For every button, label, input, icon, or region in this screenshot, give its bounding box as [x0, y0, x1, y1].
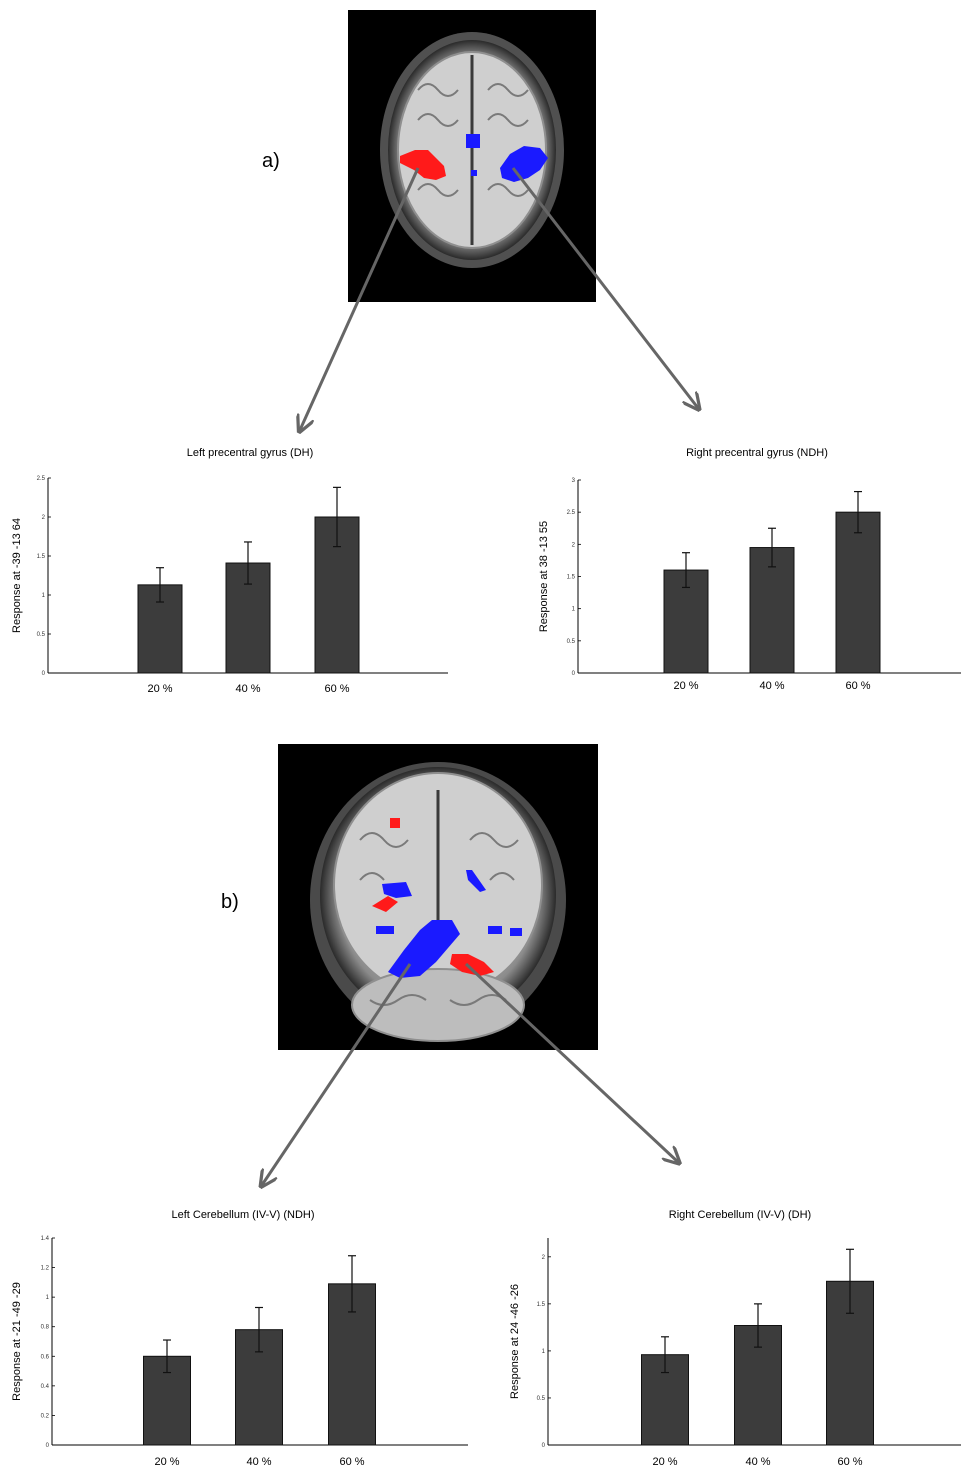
- y-tick-label: 1.5: [37, 554, 46, 560]
- category-label: 60 %: [837, 1456, 862, 1468]
- arrow-left-cerebellum: [262, 963, 412, 1185]
- activation-red-right-cerebellum: [450, 954, 494, 976]
- y-tick-label: 0: [542, 1443, 546, 1449]
- chart-4: Right Cerebellum (IV-V) (DH) Response at …: [509, 1209, 961, 1468]
- arrow-right-precentral: [511, 167, 698, 408]
- category-label: 40 %: [235, 683, 260, 695]
- axial-brain-scan: [348, 10, 596, 302]
- chart-3: Left Cerebellum (IV-V) (NDH) Response at …: [11, 1209, 468, 1468]
- y-tick-label: 0.8: [41, 1325, 50, 1331]
- y-tick-label: 0.5: [537, 1396, 546, 1402]
- y-tick-label: 0.6: [41, 1354, 50, 1360]
- y-tick-label: 1: [572, 607, 576, 613]
- y-tick-label: 2: [42, 515, 46, 521]
- y-tick-label: 0: [46, 1443, 50, 1449]
- activation-red-left-precentral: [400, 150, 446, 180]
- arrow-right-cerebellum: [464, 962, 678, 1162]
- chart-1: Left precentral gyrus (DH) Response at -3…: [11, 447, 448, 695]
- y-tick-label: 3: [572, 478, 576, 484]
- category-label: 60 %: [845, 680, 870, 692]
- bar: [835, 511, 881, 674]
- category-label: 60 %: [339, 1456, 364, 1468]
- y-axis-label: Response at 24 -46 -26: [509, 1284, 521, 1399]
- category-label: 20 %: [154, 1456, 179, 1468]
- y-tick-label: 0: [572, 671, 576, 677]
- y-tick-label: 0.2: [41, 1413, 50, 1419]
- coronal-brain-scan: [278, 744, 598, 1050]
- y-axis-label: Response at 38 -13 55: [538, 521, 550, 632]
- y-tick-label: 1.5: [537, 1302, 546, 1308]
- category-label: 20 %: [652, 1456, 677, 1468]
- y-tick-label: 1.5: [567, 575, 576, 581]
- arrows: [262, 167, 698, 1185]
- charts-group: Left precentral gyrus (DH) Response at -3…: [11, 447, 961, 1468]
- category-label: 60 %: [324, 683, 349, 695]
- y-tick-label: 1.4: [41, 1236, 50, 1242]
- arrow-left-precentral: [300, 167, 420, 430]
- y-axis-label: Response at -39 -13 64: [11, 518, 23, 633]
- category-label: 40 %: [745, 1456, 770, 1468]
- y-tick-label: 2: [542, 1255, 546, 1261]
- chart-title: Right precentral gyrus (NDH): [686, 447, 828, 459]
- y-tick-label: 2: [572, 542, 576, 548]
- category-label: 40 %: [246, 1456, 271, 1468]
- category-label: 40 %: [759, 680, 784, 692]
- panel-label-a: a): [262, 150, 280, 172]
- panel-label-b: b): [221, 891, 239, 913]
- chart-title: Left precentral gyrus (DH): [187, 447, 314, 459]
- y-tick-label: 1: [542, 1349, 546, 1355]
- y-tick-label: 1: [46, 1295, 50, 1301]
- y-axis-label: Response at -21 -49 -29: [11, 1282, 23, 1401]
- bar: [826, 1280, 874, 1446]
- chart-title: Left Cerebellum (IV-V) (NDH): [171, 1209, 314, 1221]
- y-tick-label: 0.4: [41, 1384, 50, 1390]
- category-label: 20 %: [147, 683, 172, 695]
- y-tick-label: 0.5: [567, 639, 576, 645]
- activation-blue-right-precentral: [500, 146, 548, 182]
- activation-blue-medial: [466, 134, 480, 148]
- activation-blue-left-cerebellum: [388, 920, 460, 978]
- y-tick-label: 0: [42, 671, 46, 677]
- chart-2: Right precentral gyrus (NDH) Response at …: [538, 447, 961, 692]
- y-tick-label: 1.2: [41, 1266, 50, 1272]
- y-tick-label: 0.5: [37, 632, 46, 638]
- y-tick-label: 2.5: [37, 476, 46, 482]
- category-label: 20 %: [673, 680, 698, 692]
- y-tick-label: 1: [42, 593, 46, 599]
- y-tick-label: 2.5: [567, 510, 576, 516]
- chart-title: Right Cerebellum (IV-V) (DH): [669, 1209, 811, 1221]
